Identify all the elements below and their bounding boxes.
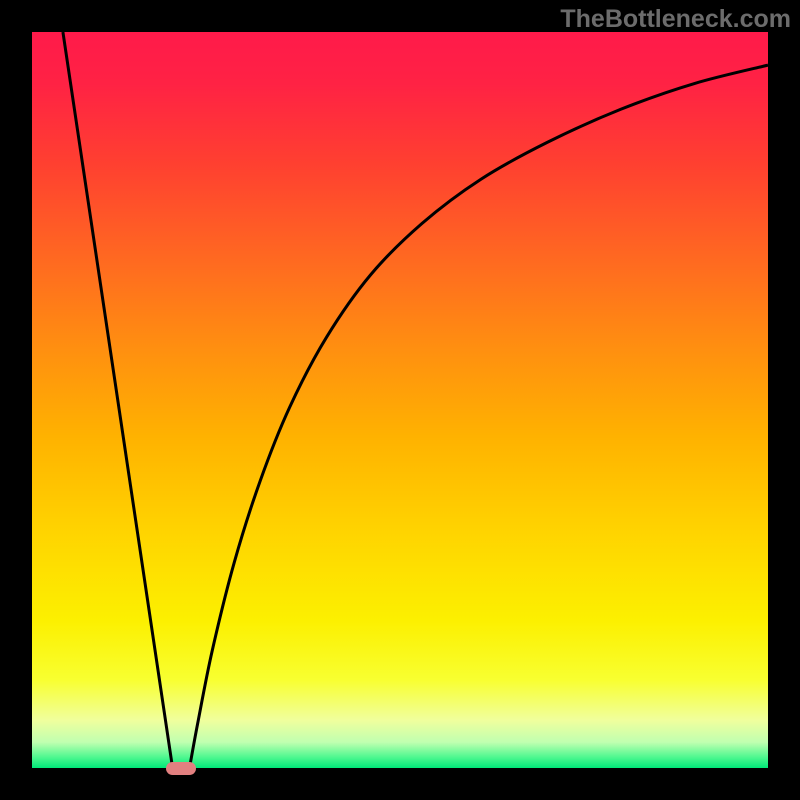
curve-layer <box>0 0 800 800</box>
curve-left-branch <box>63 32 173 768</box>
watermark-text: TheBottleneck.com <box>560 5 791 34</box>
optimum-marker <box>166 762 196 775</box>
curve-right-branch <box>190 65 768 768</box>
chart-canvas: TheBottleneck.com <box>0 0 800 800</box>
